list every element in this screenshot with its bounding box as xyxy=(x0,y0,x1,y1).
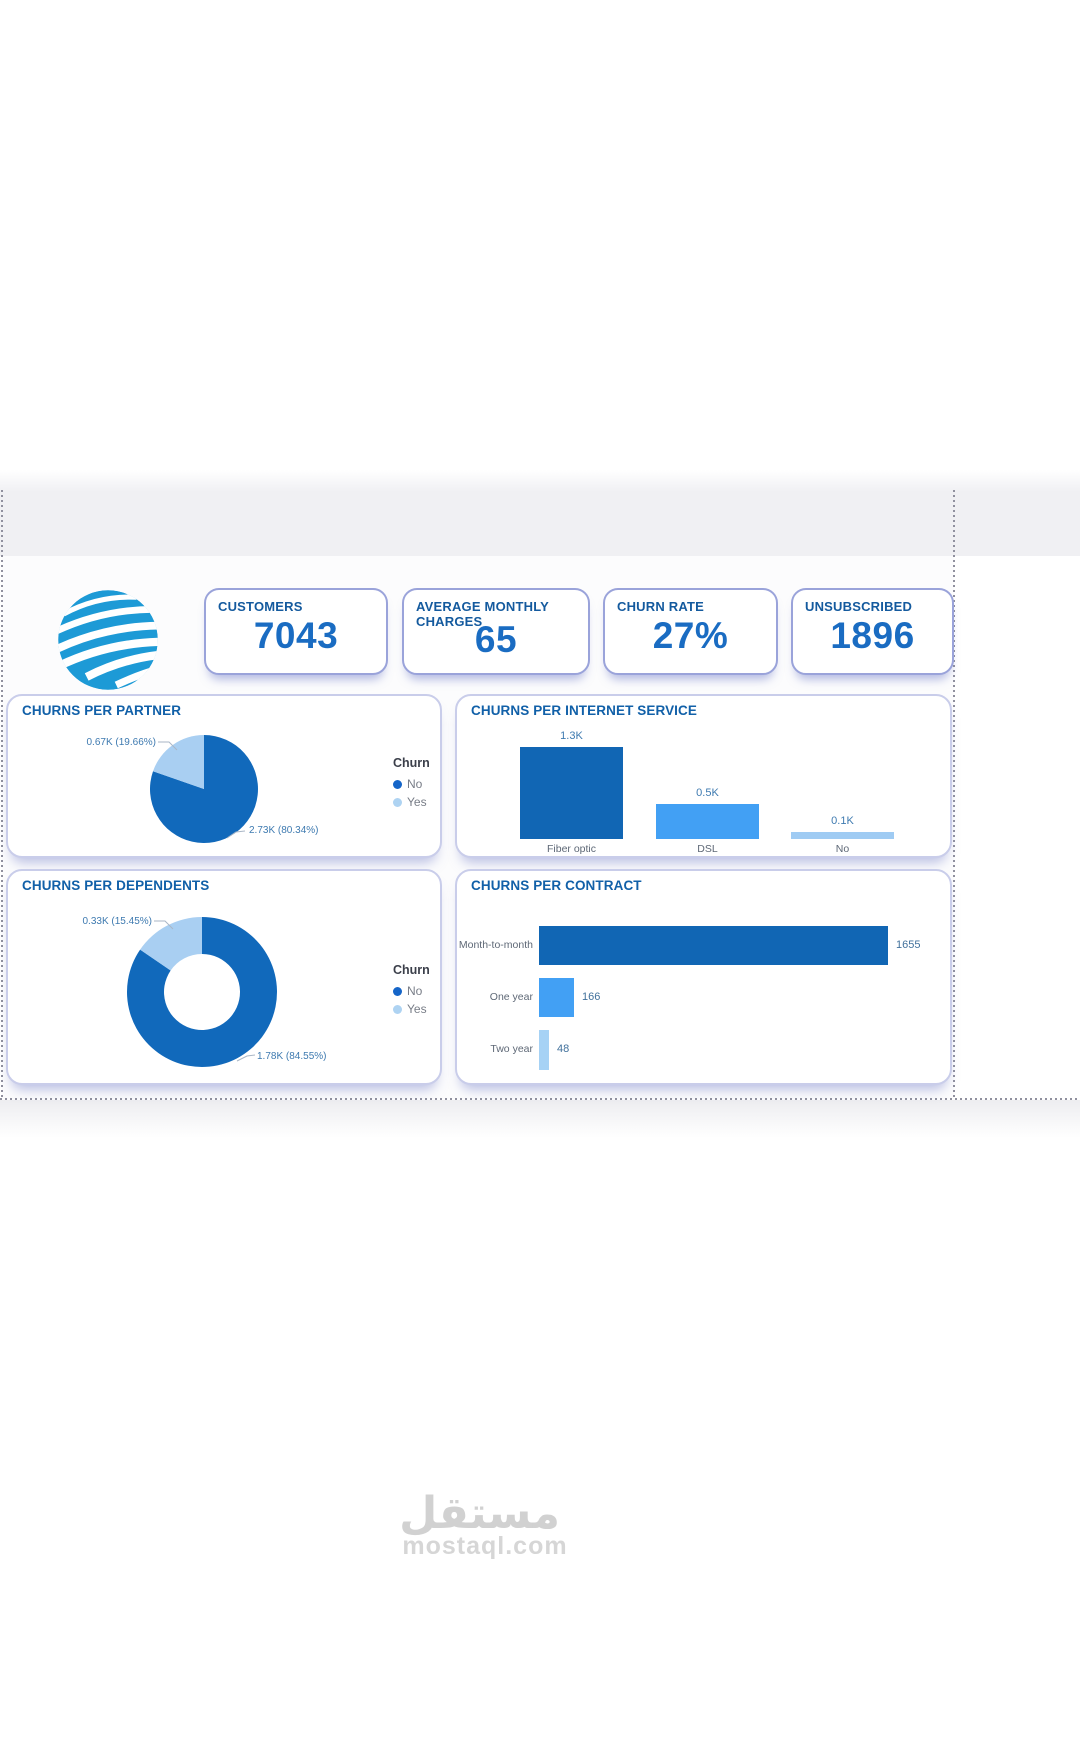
bar-category-two-year: Two year xyxy=(490,1043,533,1055)
kpi-value: 1896 xyxy=(830,615,915,656)
kpi-card-customers[interactable]: CUSTOMERS 7043 xyxy=(204,588,388,675)
bar-value-month-to-month: 1655 xyxy=(896,938,921,951)
bar-category-one-year: One year xyxy=(489,990,533,1003)
legend-label: No xyxy=(407,777,423,791)
bar-category-no: No xyxy=(835,843,850,855)
legend-title: Churn xyxy=(393,756,430,770)
chart-title: CHURNS PER DEPENDENTS xyxy=(22,878,210,893)
bottom-gray-band xyxy=(0,1100,1080,1138)
legend-title: Churn xyxy=(393,963,430,977)
bar-fiber-optic[interactable] xyxy=(520,747,623,839)
legend-item-yes[interactable]: Yes xyxy=(393,1000,453,1018)
bar-two-year[interactable] xyxy=(539,1030,549,1070)
kpi-value: 7043 xyxy=(253,615,339,656)
pie-label-no: 2.73K (80.34%) xyxy=(249,825,319,836)
kpi-label: UNSUBSCRIBED xyxy=(805,599,913,614)
bar-category-month-to-month: Month-to-month xyxy=(458,938,533,951)
chart-title: CHURNS PER INTERNET SERVICE xyxy=(471,703,697,718)
internet-bars: 1.3K Fiber optic 0.5K DSL 0.1K No xyxy=(457,696,954,860)
globe-sphere xyxy=(58,590,158,690)
legend-label: Yes xyxy=(407,1002,427,1016)
bar-value-fiber-optic: 1.3K xyxy=(560,730,583,742)
bar-value-no: 0.1K xyxy=(831,815,854,827)
kpi-card-average-monthly-charges[interactable]: AVERAGE MONTHLY CHARGES 65 xyxy=(402,588,590,675)
bar-value-two-year: 48 xyxy=(557,1043,570,1055)
watermark-site: mostaql.com xyxy=(402,1532,568,1560)
kpi-value: 65 xyxy=(474,619,518,660)
bar-no[interactable] xyxy=(791,832,894,839)
globe-stripes xyxy=(58,594,158,689)
legend-label: Yes xyxy=(407,795,427,809)
donut-label-no: 1.78K (84.55%) xyxy=(257,1051,327,1062)
bar-category-dsl: DSL xyxy=(697,843,718,855)
legend-item-no[interactable]: No xyxy=(393,982,453,1000)
kpi-card-unsubscribed[interactable]: UNSUBSCRIBED 1896 xyxy=(791,588,954,675)
dependents-legend: Churn No Yes xyxy=(393,963,453,1018)
partner-legend: Churn No Yes xyxy=(393,756,453,811)
bar-value-dsl: 0.5K xyxy=(696,787,719,799)
partner-pie-chart[interactable] xyxy=(150,735,258,843)
selection-border-right xyxy=(953,490,955,1099)
kpi-label: AVERAGE MONTHLY CHARGES xyxy=(416,599,549,629)
dependents-donut-chart[interactable] xyxy=(122,912,282,1072)
selection-border-left xyxy=(1,490,3,1099)
bar-one-year[interactable] xyxy=(539,978,574,1017)
bar-month-to-month[interactable] xyxy=(539,926,888,965)
legend-dot-yes xyxy=(393,797,402,807)
legend-item-yes[interactable]: Yes xyxy=(393,793,453,811)
legend-item-no[interactable]: No xyxy=(393,775,453,793)
chart-title: CHURNS PER PARTNER xyxy=(22,703,182,718)
watermark-arabic: مستقل xyxy=(399,1488,560,1539)
card-churns-per-internet-service[interactable]: CHURNS PER INTERNET SERVICE 1.3K Fiber op… xyxy=(455,694,952,858)
bar-dsl[interactable] xyxy=(656,804,759,839)
slice-no[interactable] xyxy=(126,917,277,1067)
bar-value-one-year: 166 xyxy=(582,990,601,1003)
card-churns-per-dependents[interactable]: CHURNS PER DEPENDENTS 0.33K (15.45%) 1.7… xyxy=(6,869,442,1085)
chart-title: CHURNS PER CONTRACT xyxy=(471,878,642,893)
kpi-card-churn-rate[interactable]: CHURN RATE 27% xyxy=(603,588,778,675)
legend-dot-no xyxy=(393,986,402,996)
slice-no[interactable] xyxy=(150,735,258,843)
selection-border-bottom xyxy=(0,1098,1080,1100)
slice-yes[interactable] xyxy=(140,917,202,971)
legend-label: No xyxy=(407,984,423,998)
kpi-label: CUSTOMERS xyxy=(218,599,303,614)
bar-category-fiber-optic: Fiber optic xyxy=(546,843,597,855)
legend-dot-yes xyxy=(393,1004,402,1014)
slice-yes[interactable] xyxy=(153,735,204,789)
top-gray-band xyxy=(0,470,1080,556)
att-globe-logo xyxy=(58,590,158,690)
kpi-value: 27% xyxy=(652,615,729,656)
donut-label-yes: 0.33K (15.45%) xyxy=(82,916,153,927)
kpi-label: CHURN RATE xyxy=(617,599,704,614)
pie-label-yes: 0.67K (19.66%) xyxy=(86,737,157,748)
card-churns-per-contract[interactable]: CHURNS PER CONTRACT Month-to-month 1655 On… xyxy=(455,869,952,1085)
legend-dot-no xyxy=(393,779,402,789)
contract-bars: Month-to-month 1655 One year 166 Two year 48 xyxy=(457,871,954,1087)
card-churns-per-partner[interactable]: CHURNS PER PARTNER 0.67K (19.66%) 2.73K … xyxy=(6,694,442,858)
